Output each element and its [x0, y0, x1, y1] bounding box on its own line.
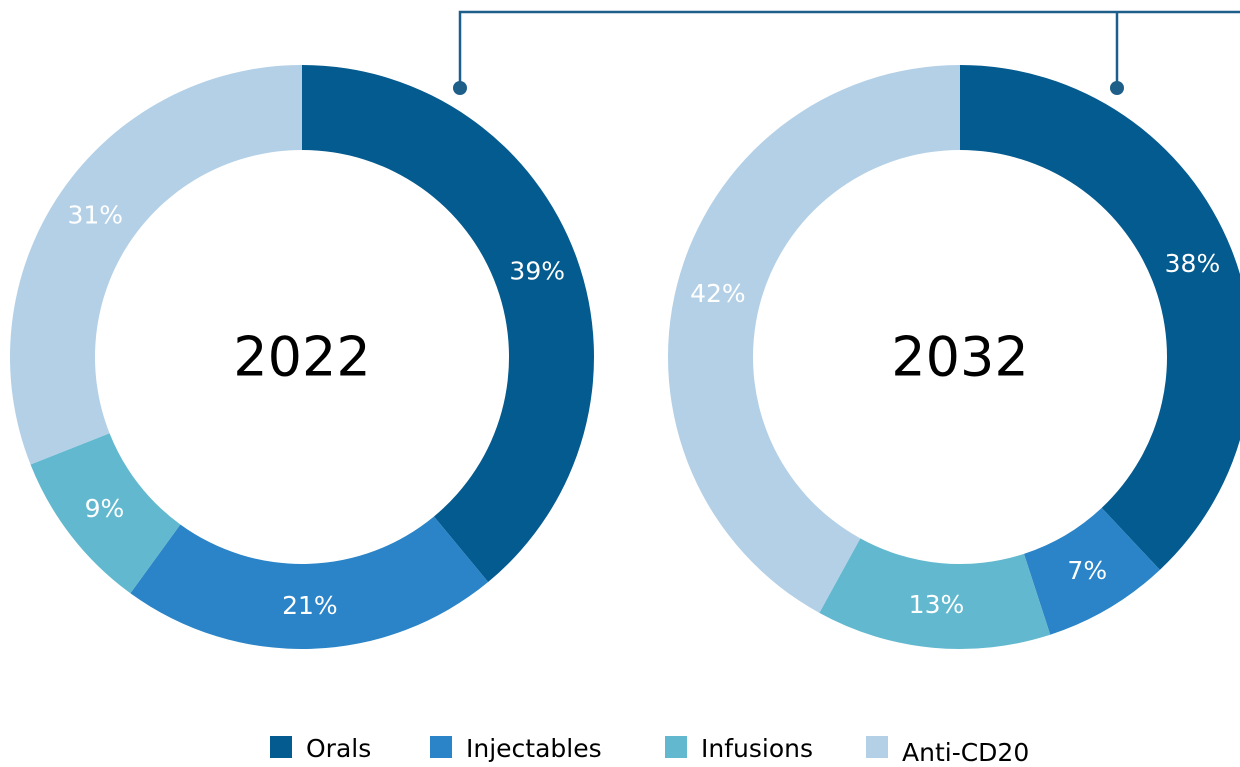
- donut-segment: [302, 65, 594, 582]
- legend-swatch: [270, 736, 292, 758]
- donut-segment: [819, 538, 1051, 649]
- center-title: 2032: [891, 326, 1028, 389]
- value-label: 7%: [1067, 556, 1107, 585]
- value-label: 9%: [85, 494, 125, 523]
- value-label: 38%: [1165, 249, 1221, 278]
- legend-swatch: [866, 736, 888, 758]
- value-label: 13%: [909, 590, 965, 619]
- donut-segment: [1023, 507, 1160, 635]
- donut-segment: [960, 65, 1240, 570]
- legend-label: Anti-CD20: [902, 738, 1029, 767]
- donut-segment: [130, 516, 489, 649]
- legend-label: Orals: [306, 734, 371, 763]
- connector-dot: [453, 81, 467, 95]
- center-title: 2022: [233, 326, 370, 389]
- connector: [458, 10, 1240, 88]
- value-label: 31%: [67, 200, 123, 229]
- legend-label: Injectables: [466, 734, 602, 763]
- donut-segment: [9, 65, 303, 465]
- value-label: 42%: [690, 279, 746, 308]
- legend-swatch: [665, 736, 687, 758]
- value-label: 39%: [509, 256, 565, 285]
- value-label: 21%: [282, 591, 338, 620]
- legend-swatch: [430, 736, 452, 758]
- donut-segment: [30, 433, 181, 594]
- connector-dot: [1110, 81, 1124, 95]
- legend-label: Infusions: [701, 734, 813, 763]
- donut-segment: [668, 65, 960, 613]
